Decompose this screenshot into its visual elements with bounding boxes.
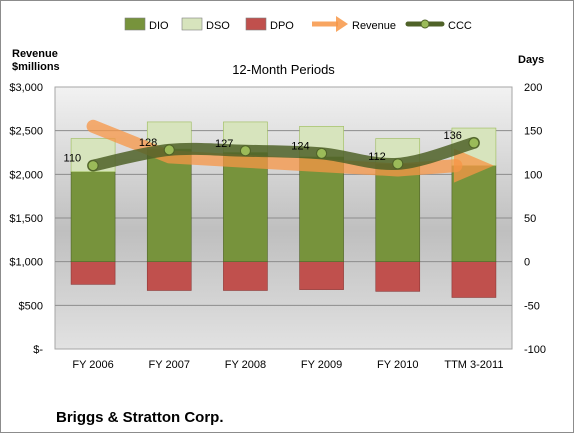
right-tick-label: 200: [524, 82, 542, 94]
legend-swatch-dpo: [245, 17, 267, 31]
left-axis-label-line1: Revenue: [12, 48, 58, 60]
legend-swatch-dso: [181, 17, 203, 31]
left-axis-label-line2: $millions: [12, 61, 60, 73]
legend-swatch-dio: [124, 17, 146, 31]
right-tick-label: 150: [524, 126, 542, 138]
x-tick-label: FY 2007: [149, 359, 190, 371]
ccc-point: [316, 147, 328, 159]
x-tick-label: FY 2010: [377, 359, 418, 371]
legend-label-ccc: CCC: [448, 20, 472, 32]
dpo-bar: [223, 261, 268, 291]
ccc-data-label: 127: [215, 138, 233, 150]
x-tick-label: FY 2008: [225, 359, 266, 371]
ccc-data-label: 112: [368, 151, 386, 163]
legend-swatch-ccc-point: [420, 19, 430, 29]
left-tick-label: $2,500: [9, 126, 43, 138]
right-tick-label: -50: [524, 300, 540, 312]
ccc-point: [239, 145, 251, 157]
revenue-arrow-head: [453, 148, 494, 183]
company-name: Briggs & Stratton Corp.: [56, 409, 224, 426]
left-tick-label: $3,000: [9, 82, 43, 94]
right-tick-label: -100: [524, 344, 546, 356]
dio-bar: [70, 171, 116, 262]
x-tick-label: FY 2009: [301, 359, 342, 371]
ccc-data-label: 124: [291, 140, 309, 152]
dio-bar: [146, 148, 192, 262]
legend-label-revenue: Revenue: [352, 20, 396, 32]
left-tick-label: $2,000: [9, 169, 43, 181]
right-tick-label: 50: [524, 213, 536, 225]
x-tick-label: FY 2006: [72, 359, 113, 371]
dpo-bar: [375, 261, 421, 292]
ccc-line: [87, 136, 480, 172]
dio-bar: [223, 152, 268, 262]
x-tick-label: TTM 3-2011: [444, 359, 503, 371]
legend-label-dio: DIO: [149, 20, 169, 32]
ccc-data-label: 136: [444, 130, 462, 142]
left-tick-label: $1,500: [9, 213, 43, 225]
ccc-data-label: 128: [139, 137, 157, 149]
right-tick-label: 0: [524, 257, 530, 269]
chart-title: 12-Month Periods: [232, 62, 335, 77]
ccc-point: [163, 144, 175, 156]
dpo-bar: [146, 261, 192, 291]
dio-bar: [375, 163, 421, 262]
ccc-point: [87, 160, 99, 172]
ccc-data-label: 110: [64, 153, 82, 165]
left-tick-label: $1,000: [9, 257, 43, 269]
right-axis-label: Days: [518, 54, 544, 66]
legend-label-dpo: DPO: [270, 20, 294, 32]
ccc-point: [392, 158, 404, 170]
legend-label-dso: DSO: [206, 20, 230, 32]
dio-bar: [451, 165, 497, 262]
dpo-bar: [299, 261, 344, 290]
dpo-bar: [70, 261, 116, 285]
ccc-point: [468, 137, 480, 149]
dpo-bar: [451, 261, 497, 298]
left-tick-label: $-: [33, 344, 43, 356]
legend-swatch-revenue-head: [336, 16, 348, 32]
right-tick-label: 100: [524, 169, 542, 181]
left-tick-label: $500: [19, 300, 43, 312]
